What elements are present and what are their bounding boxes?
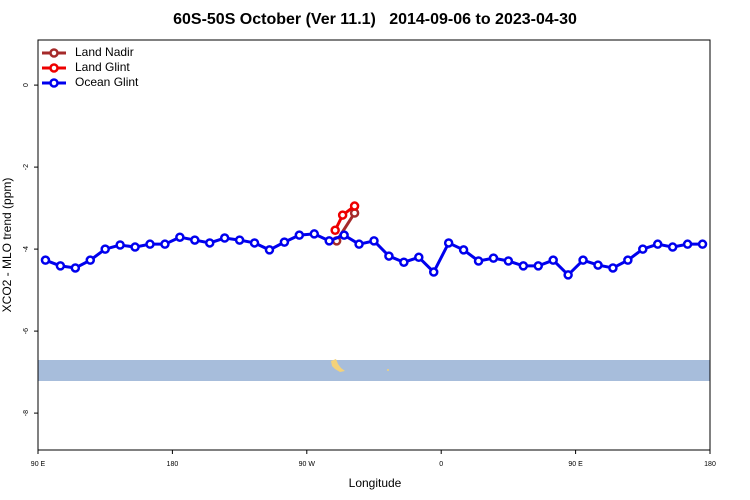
y-tick-label: 0: [23, 83, 30, 87]
point: [145, 239, 155, 249]
point: [443, 238, 454, 248]
y-axis-label: XCO2 - MLO trend (ppm): [0, 178, 14, 313]
point: [667, 242, 678, 252]
point: [638, 244, 648, 254]
point: [697, 239, 708, 249]
point: [414, 252, 424, 263]
point: [473, 256, 484, 266]
x-axis-label: Longitude: [349, 476, 402, 490]
x-tick-label: 90 E: [31, 461, 46, 468]
map-land-strip: [38, 360, 710, 381]
point: [337, 210, 348, 220]
legend-label: Ocean Glint: [75, 75, 139, 89]
point: [488, 253, 499, 263]
point: [652, 239, 663, 249]
x-tick-label: 180: [167, 461, 179, 468]
point: [682, 239, 693, 249]
point: [85, 255, 96, 265]
point: [40, 255, 51, 265]
x-tick-label: 90 W: [299, 461, 316, 468]
point: [608, 263, 618, 273]
point: [428, 267, 439, 277]
map-land: [387, 369, 389, 371]
point: [349, 201, 360, 211]
point: [548, 255, 558, 265]
point: [518, 261, 529, 271]
point: [249, 238, 260, 248]
y-tick-label: -6: [23, 328, 30, 334]
point: [399, 257, 409, 267]
point: [55, 261, 66, 271]
map-land: [331, 359, 345, 372]
y-tick-label: -8: [23, 410, 30, 416]
point: [204, 238, 215, 248]
point: [324, 236, 334, 246]
point: [264, 245, 275, 255]
point: [593, 260, 603, 270]
point: [354, 239, 364, 249]
point: [369, 236, 379, 246]
legend-marker: [49, 63, 59, 73]
point: [115, 240, 125, 250]
point: [234, 235, 245, 245]
x-tick-label: 90 E: [568, 461, 583, 468]
point: [70, 263, 81, 273]
point: [458, 245, 469, 255]
y-tick-label: -4: [23, 246, 30, 252]
point: [279, 237, 290, 247]
point: [623, 255, 633, 265]
point: [130, 242, 140, 252]
point: [100, 244, 110, 254]
point: [563, 270, 573, 280]
legend-label: Land Nadir: [75, 45, 134, 59]
point: [503, 256, 514, 266]
point: [294, 230, 305, 240]
legend-label: Land Glint: [75, 60, 130, 74]
legend-marker: [49, 48, 59, 58]
point: [175, 232, 185, 242]
point: [309, 229, 320, 239]
point: [190, 235, 200, 245]
x-tick-label: 0: [439, 461, 443, 468]
plot-frame: [37, 39, 711, 451]
point: [578, 255, 588, 265]
point: [533, 261, 544, 271]
legend-marker: [49, 78, 59, 88]
point: [330, 225, 340, 235]
point: [384, 251, 394, 261]
point: [219, 233, 230, 243]
x-tick-label: 180: [704, 461, 716, 468]
point: [160, 239, 170, 249]
y-tick-label: -2: [23, 164, 30, 170]
point: [339, 230, 349, 240]
chart-title: 60S-50S October (Ver 11.1) 2014-09-06 to…: [173, 11, 577, 28]
